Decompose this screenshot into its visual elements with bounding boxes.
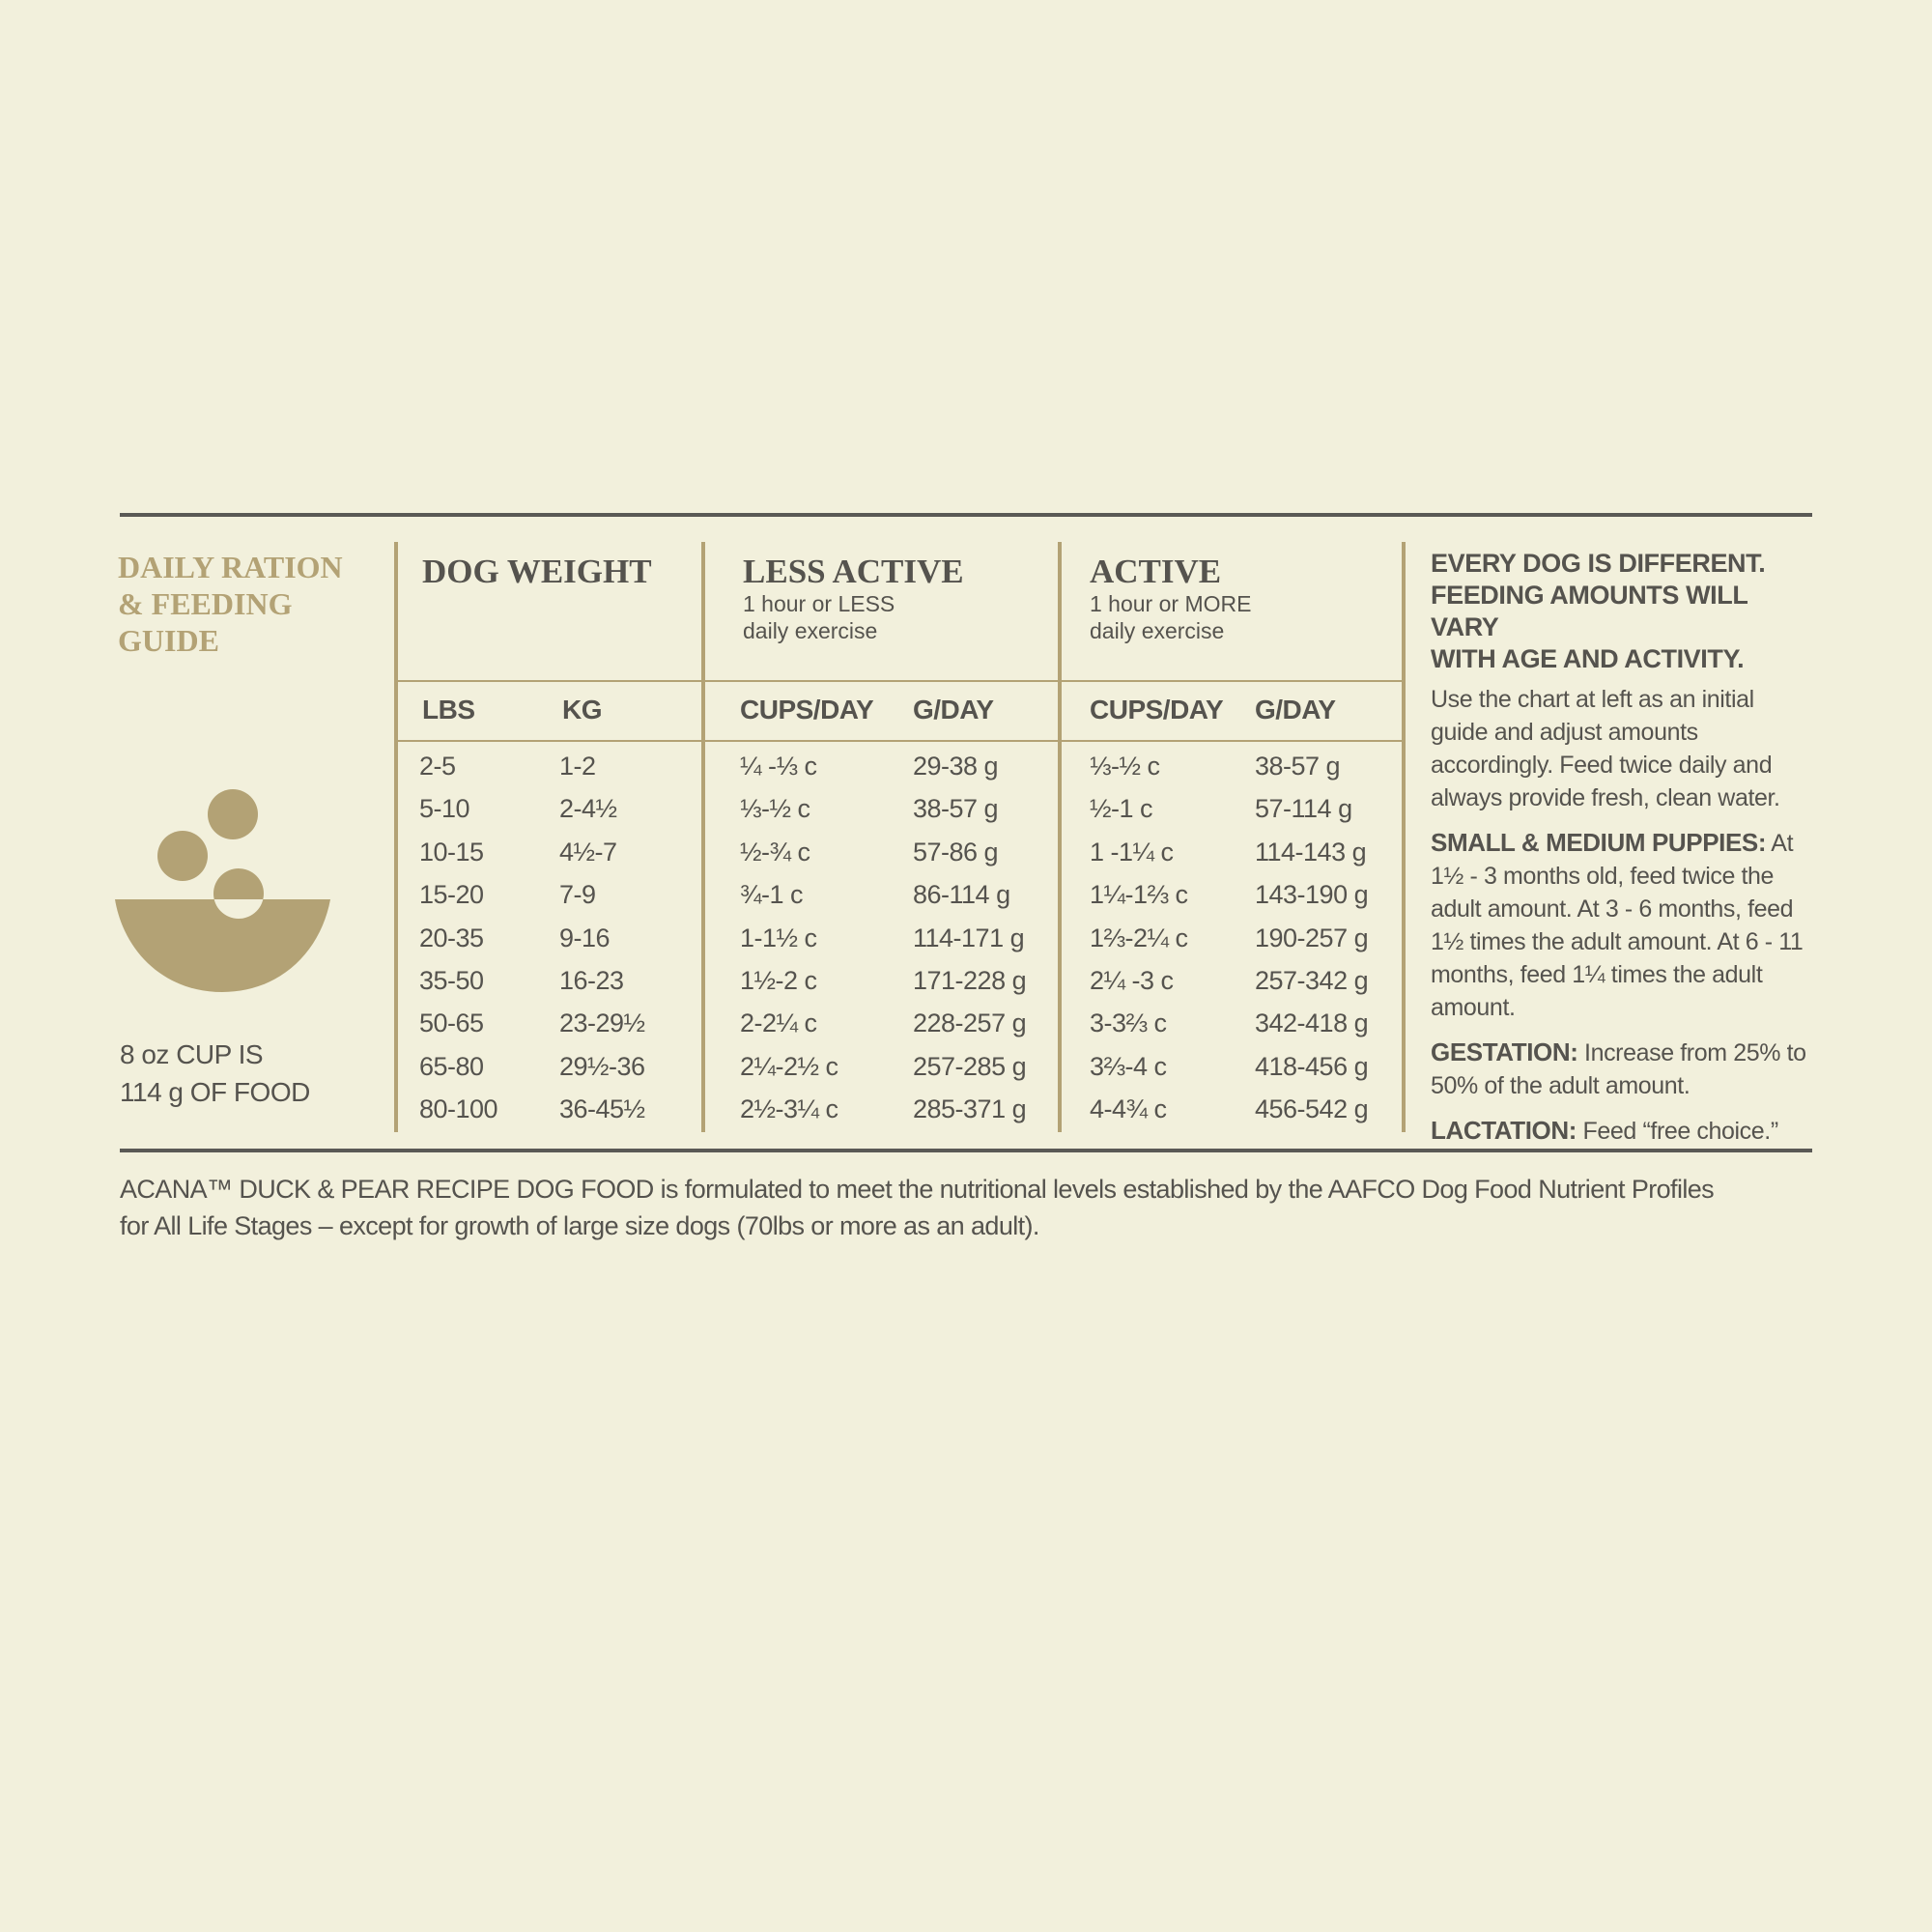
table-cell: 342-418 g — [1255, 1009, 1369, 1038]
table-cell: 4½-7 — [559, 837, 617, 867]
table-cell: 1¼-1⅔ c — [1090, 880, 1188, 910]
note-text: At 1½ - 3 months old, feed twice the adu… — [1431, 830, 1804, 1021]
bottom-rule — [120, 1149, 1812, 1152]
table-cell: 257-342 g — [1255, 966, 1369, 995]
column-header: CUPS/DAY — [740, 695, 874, 724]
guide-title: & FEEDING — [118, 586, 293, 621]
table-cell: 1⅔-2¼ c — [1090, 923, 1188, 952]
table-cell: 418-456 g — [1255, 1051, 1369, 1081]
table-cell: 20-35 — [419, 923, 484, 952]
table-cell: 2¼-2½ c — [740, 1051, 838, 1081]
table-cell: 36-45½ — [559, 1094, 645, 1124]
table-cell: 15-20 — [419, 880, 484, 910]
table-cell: 38-57 g — [913, 794, 999, 824]
table-cell: 50-65 — [419, 1009, 484, 1038]
column-header: CUPS/DAY — [1090, 695, 1224, 724]
column-header: G/DAY — [913, 695, 994, 724]
divider — [1058, 542, 1062, 1132]
note-item: SMALL & MEDIUM PUPPIES: At 1½ - 3 months… — [1431, 826, 1817, 1024]
notes-intro: Use the chart at left as an initial guid… — [1431, 686, 1780, 811]
table-cell: 9-16 — [559, 923, 611, 952]
table-cell: 38-57 g — [1255, 752, 1341, 781]
cup-note: 114 g OF FOOD — [120, 1077, 310, 1107]
table-cell: 35-50 — [419, 966, 484, 995]
table-cell: 143-190 g — [1255, 880, 1369, 910]
group-title: LESS ACTIVE — [743, 553, 964, 590]
table-cell: 57-114 g — [1255, 794, 1352, 824]
heading-line: EVERY DOG IS DIFFERENT. — [1431, 549, 1766, 578]
table-cell: 2½-3¼ c — [740, 1094, 838, 1124]
note-label: LACTATION: — [1431, 1116, 1577, 1145]
table-cell: 29½-36 — [559, 1051, 645, 1081]
table-cell: 190-257 g — [1255, 923, 1369, 952]
table-cell: 7-9 — [559, 880, 596, 910]
notes-heading: EVERY DOG IS DIFFERENT. FEEDING AMOUNTS W… — [1431, 548, 1817, 675]
divider — [394, 542, 398, 1132]
note-item: GESTATION: Increase from 25% to 50% of t… — [1431, 1036, 1817, 1102]
note-text: Increase from 25% to 50% of the adult am… — [1431, 1039, 1806, 1099]
table-cell: ¾-1 c — [740, 880, 804, 910]
group-subtitle: 1 hour or MORE — [1090, 591, 1252, 616]
table-cell: 2¼ -3 c — [1090, 966, 1174, 995]
table-cell: 3-3⅔ c — [1090, 1009, 1167, 1038]
table-cell: 285-371 g — [913, 1094, 1027, 1124]
table-cell: 114-143 g — [1255, 837, 1367, 867]
table-cell: 10-15 — [419, 837, 484, 867]
divider — [701, 542, 705, 1132]
note-text: Feed “free choice.” — [1582, 1118, 1779, 1145]
guide-title: DAILY RATION — [118, 550, 343, 584]
group-subtitle: daily exercise — [743, 618, 878, 643]
bowl-icon — [115, 789, 330, 992]
note-label: SMALL & MEDIUM PUPPIES: — [1431, 828, 1767, 857]
table-cell: 80-100 — [419, 1094, 498, 1124]
group-subtitle: daily exercise — [1090, 618, 1225, 643]
table-cell: ½-1 c — [1090, 794, 1153, 824]
table-cell: 1 -1¼ c — [1090, 837, 1174, 867]
table-cell: 86-114 g — [913, 880, 1010, 910]
divider — [1402, 542, 1406, 1132]
table-cell: 2-4½ — [559, 794, 617, 824]
column-header: KG — [562, 695, 603, 724]
group-title: ACTIVE — [1090, 553, 1222, 590]
table-cell: ½-¾ c — [740, 837, 810, 867]
table-cell: 23-29½ — [559, 1009, 645, 1038]
table-cell: 228-257 g — [913, 1009, 1027, 1038]
table-cell: 257-285 g — [913, 1051, 1027, 1081]
table-cell: 57-86 g — [913, 837, 999, 867]
heading-line: FEEDING AMOUNTS WILL VARY — [1431, 581, 1747, 641]
table-cell: 114-171 g — [913, 923, 1025, 952]
top-rule — [120, 513, 1812, 517]
table-cell: 4-4¾ c — [1090, 1094, 1167, 1124]
header-rule — [396, 740, 1404, 742]
table-cell: 1-2 — [559, 752, 596, 781]
table-cell: ⅓-½ c — [740, 794, 810, 824]
guide-title: GUIDE — [118, 623, 219, 658]
table-cell: 2-5 — [419, 752, 456, 781]
table-cell: 65-80 — [419, 1051, 484, 1081]
table-cell: ⅓-½ c — [1090, 752, 1160, 781]
table-cell: 5-10 — [419, 794, 470, 824]
note-label: GESTATION: — [1431, 1037, 1578, 1066]
table-cell: 3⅔-4 c — [1090, 1051, 1167, 1081]
table-cell: ¼ -⅓ c — [740, 752, 817, 781]
table-cell: 16-23 — [559, 966, 624, 995]
header-rule — [396, 680, 1404, 682]
table-cell: 1-1½ c — [740, 923, 817, 952]
table-cell: 456-542 g — [1255, 1094, 1369, 1124]
table-cell: 1½-2 c — [740, 966, 817, 995]
footer-text: for All Life Stages – except for growth … — [120, 1211, 1039, 1240]
note-item: LACTATION: Feed “free choice.” — [1431, 1114, 1817, 1148]
cup-note: 8 oz CUP IS — [120, 1039, 264, 1069]
footer-text: ACANA™ DUCK & PEAR RECIPE DOG FOOD is fo… — [120, 1175, 1715, 1204]
table-cell: 29-38 g — [913, 752, 999, 781]
notes: EVERY DOG IS DIFFERENT. FEEDING AMOUNTS W… — [1431, 548, 1817, 1159]
table-cell: 2-2¼ c — [740, 1009, 817, 1038]
column-header: G/DAY — [1255, 695, 1336, 724]
group-title: DOG WEIGHT — [422, 553, 652, 590]
heading-line: WITH AGE AND ACTIVITY. — [1431, 644, 1745, 673]
table-cell: 171-228 g — [913, 966, 1027, 995]
column-header: LBS — [422, 695, 475, 724]
group-subtitle: 1 hour or LESS — [743, 591, 895, 616]
